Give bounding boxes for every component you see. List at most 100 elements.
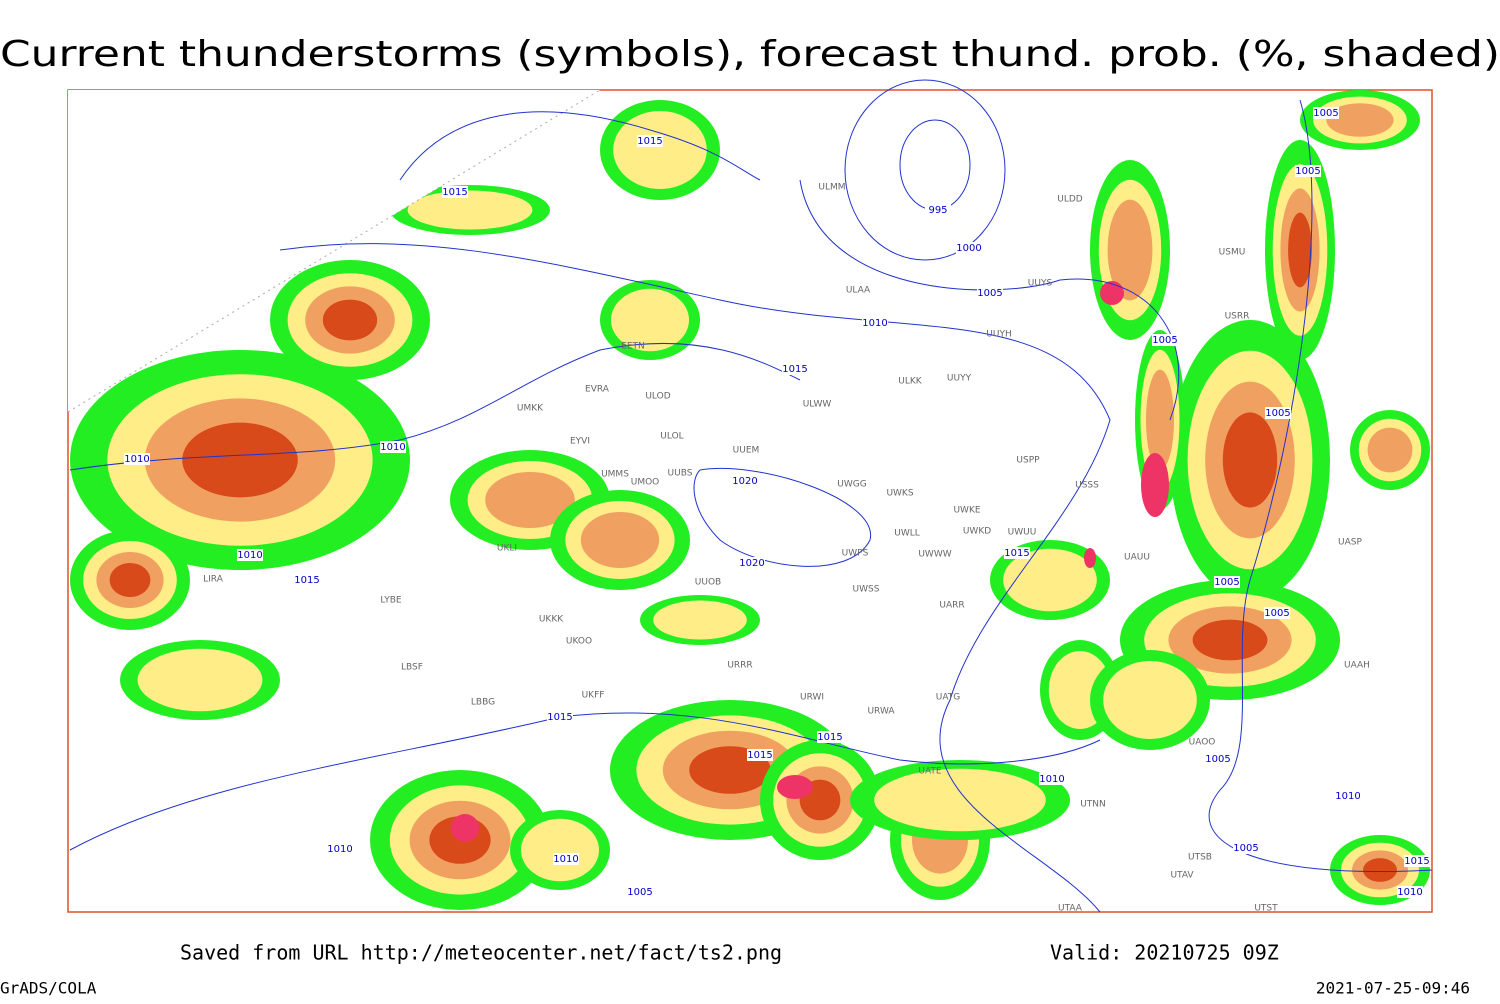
station-code: UKFF [582, 691, 605, 701]
station-code: UMKK [517, 404, 544, 414]
isobar-label-bg [732, 475, 758, 487]
station-code: UWLL [894, 529, 920, 539]
station-code: UMMS [601, 470, 629, 480]
station-code: UAAH [1344, 661, 1370, 671]
off-grid-area [68, 90, 600, 412]
station-code: URWA [867, 707, 895, 717]
thunderstorm-symbol [1100, 281, 1124, 305]
station-code: UUYY [947, 374, 972, 384]
station-code: URRR [727, 661, 752, 671]
station-code: UWGG [837, 480, 866, 490]
station-code: UTST [1254, 904, 1278, 914]
isobar-label: 1010 [1397, 887, 1422, 898]
station-code: USPP [1016, 456, 1040, 466]
isobar-label: 1010 [124, 454, 149, 465]
isobar-label-bg [1233, 842, 1259, 854]
shading-blob [1146, 369, 1174, 471]
station-code: UUEM [733, 446, 760, 456]
thunderstorm-symbol [451, 814, 479, 842]
isobar-label: 1000 [956, 243, 981, 254]
shading-blob [137, 648, 263, 712]
isobar-label: 1015 [294, 575, 319, 586]
shading-blob [1367, 427, 1413, 473]
station-code: UTSB [1188, 853, 1212, 863]
station-code: ULOL [660, 432, 683, 442]
isobar-label-bg [925, 204, 951, 216]
shading-blob [1107, 199, 1153, 301]
isobar-label-bg [747, 749, 773, 761]
station-code: ULOD [645, 392, 670, 402]
isobar-label-bg [547, 711, 573, 723]
isobar-label-bg [237, 549, 263, 561]
isobar-label: 1005 [1152, 335, 1177, 346]
isobar-label-bg [956, 242, 982, 254]
isobar-label: 1005 [1214, 577, 1239, 588]
station-code: UUBS [668, 469, 693, 479]
isobar-label: 1015 [1404, 856, 1429, 867]
isobar-label: 1020 [732, 476, 757, 487]
station-code: UKOO [566, 637, 592, 647]
shading-blob [611, 288, 689, 352]
isobar-label: 1015 [1004, 548, 1029, 559]
station-code: UWSS [853, 585, 880, 595]
station-code: EVRA [585, 385, 610, 395]
isobar-label-bg [1335, 790, 1361, 802]
isobar-label: 1010 [1039, 774, 1064, 785]
station-code: ULWW [803, 400, 832, 410]
isobar-label: 1010 [237, 550, 262, 561]
shading-blob [653, 600, 747, 640]
station-code: USSS [1075, 481, 1099, 491]
isobar-label: 1010 [380, 442, 405, 453]
isobar-label: 1015 [747, 750, 772, 761]
isobar-label-bg [380, 441, 406, 453]
isobar-label: 1005 [1265, 408, 1290, 419]
shading-blob [613, 111, 707, 189]
isobar-label-bg [1205, 753, 1231, 765]
station-code: UWPS [842, 549, 869, 559]
valid-time: Valid: 20210725 09Z [1050, 941, 1279, 965]
shading-blob [1192, 619, 1268, 661]
station-code: URWI [800, 693, 824, 703]
station-code: UTAA [1058, 904, 1083, 914]
isobar-label-bg [637, 135, 663, 147]
shading-blob [874, 768, 1046, 832]
station-code: ULDD [1057, 195, 1083, 205]
station-code: EETN [621, 342, 645, 352]
shading-blob [109, 563, 151, 597]
station-code: UWKS [886, 489, 913, 499]
station-code: UTAV [1170, 871, 1194, 881]
shading-blob [580, 512, 660, 568]
thunderstorm-symbol [777, 775, 813, 799]
station-code: UATG [936, 693, 961, 703]
station-code: UUOB [695, 578, 721, 588]
station-code: UASP [1338, 538, 1362, 548]
title: Current thunderstorms (symbols), forecas… [0, 34, 1500, 75]
isobar-label: 1015 [817, 732, 842, 743]
shading-blob [1222, 412, 1278, 508]
isobar-label: 1010 [1335, 791, 1360, 802]
station-code: UKLI [497, 544, 517, 554]
station-code: UATE [918, 767, 942, 777]
shading-blob [182, 422, 298, 498]
station-code: USMU [1219, 248, 1246, 258]
isobar-label-bg [1264, 607, 1290, 619]
station-code: LYBE [380, 596, 401, 606]
station-code: UAUU [1124, 553, 1150, 563]
isobar-label-bg [1397, 886, 1423, 898]
isobar-label: 1010 [327, 844, 352, 855]
station-code: UWWW [918, 550, 951, 560]
station-code: UARR [939, 601, 964, 611]
source-url: Saved from URL http://meteocenter.net/fa… [180, 941, 782, 965]
station-code: UMOO [631, 478, 660, 488]
isobar-label-bg [817, 731, 843, 743]
isobar-label-bg [977, 287, 1003, 299]
isobar-label-bg [1265, 407, 1291, 419]
isobar-label: 1005 [1233, 843, 1258, 854]
station-code: EYVI [570, 437, 590, 447]
isobar-label-bg [627, 886, 653, 898]
station-code: ULKK [898, 377, 923, 387]
station-code: ULMM [818, 183, 845, 193]
station-code: UUYH [986, 330, 1011, 340]
isobar-label: 1010 [862, 318, 887, 329]
isobar-label-bg [862, 317, 888, 329]
